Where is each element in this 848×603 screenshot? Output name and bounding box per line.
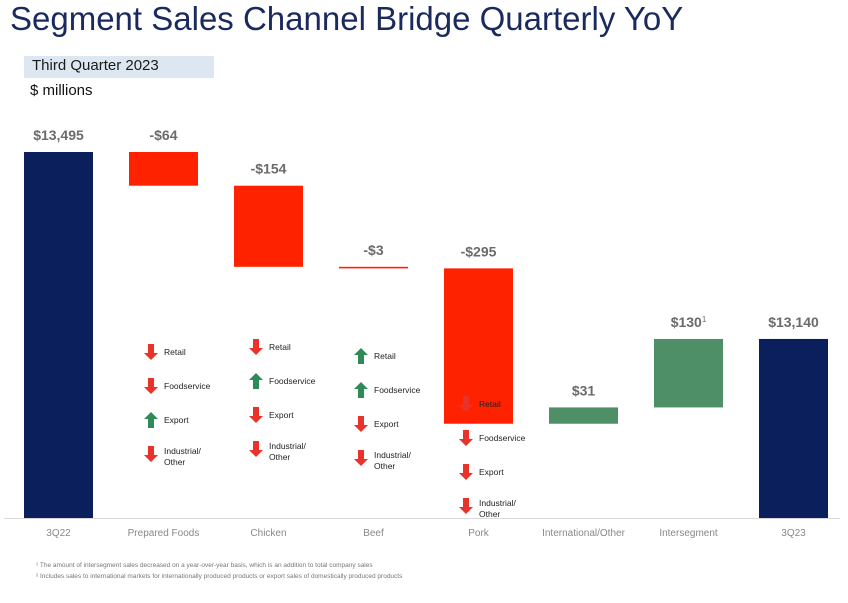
channel-label: Foodservice <box>269 376 316 386</box>
channel-label: Export <box>479 467 504 477</box>
arrow-down-icon <box>249 441 263 457</box>
channel-label: Retail <box>479 399 501 409</box>
channel-label: Industrial/ <box>164 446 201 456</box>
channel-label: Foodservice <box>164 381 211 391</box>
arrow-down-icon <box>249 339 263 355</box>
channel-label: Retail <box>374 351 396 361</box>
value-label-superscript: 1 <box>702 315 707 324</box>
category-label-chicken: Chicken <box>250 528 286 539</box>
channel-beef-foodservice: Foodservice <box>354 382 421 398</box>
arrow-down-icon <box>249 407 263 423</box>
arrow-down-icon <box>354 416 368 432</box>
arrow-down-icon <box>144 344 158 360</box>
channel-beef-retail: Retail <box>354 348 396 364</box>
value-label-pork: -$295 <box>461 243 497 259</box>
channel-label-line2: Other <box>269 452 290 462</box>
value-label-intersegment: $1301 <box>671 314 707 330</box>
channel-prepared-foods-retail: Retail <box>144 344 186 360</box>
category-label-3q22: 3Q22 <box>46 528 71 539</box>
channel-chicken-export: Export <box>249 407 294 423</box>
channel-prepared-foods-export: Export <box>144 412 189 428</box>
bar-prepared-foods <box>129 152 198 186</box>
bar-chicken <box>234 185 303 267</box>
bar-international-other <box>549 407 618 424</box>
channel-label: Industrial/ <box>269 441 306 451</box>
arrow-down-icon <box>144 446 158 462</box>
channel-label: Export <box>269 410 294 420</box>
subtitle-background <box>24 56 214 78</box>
arrow-down-icon <box>459 430 473 446</box>
value-label-3q23: $13,140 <box>768 314 819 330</box>
category-label-prepared-foods: Prepared Foods <box>128 528 200 539</box>
channel-beef-industrial-other: Industrial/Other <box>354 450 411 471</box>
arrow-up-icon <box>249 373 263 389</box>
channel-label: Export <box>374 419 399 429</box>
channel-prepared-foods-foodservice: Foodservice <box>144 378 211 394</box>
bar-3q22 <box>24 152 93 518</box>
channel-label: Foodservice <box>479 433 526 443</box>
category-label-intersegment: Intersegment <box>659 528 718 539</box>
arrow-up-icon <box>354 348 368 364</box>
channel-prepared-foods-industrial-other: Industrial/Other <box>144 446 201 467</box>
value-label-3q22: $13,495 <box>33 127 84 143</box>
channel-chicken-foodservice: Foodservice <box>249 373 316 389</box>
arrow-up-icon <box>144 412 158 428</box>
channel-chicken-retail: Retail <box>249 339 291 355</box>
channel-pork-retail: Retail <box>459 396 501 412</box>
category-label-beef: Beef <box>363 528 384 539</box>
channel-pork-industrial-other: Industrial/Other <box>459 498 516 519</box>
category-label-international-other: International/Other <box>542 528 625 539</box>
footnote-2: ² Includes sales to international market… <box>36 573 403 580</box>
value-label-chicken: -$154 <box>251 161 287 177</box>
arrow-down-icon <box>144 378 158 394</box>
arrow-up-icon <box>354 382 368 398</box>
channel-beef-export: Export <box>354 416 399 432</box>
bar-beef <box>339 266 408 269</box>
channel-label-line2: Other <box>374 461 395 471</box>
bar-pork <box>444 268 513 424</box>
page-title: Segment Sales Channel Bridge Quarterly Y… <box>10 0 684 37</box>
arrow-down-icon <box>459 464 473 480</box>
channel-label: Industrial/ <box>479 498 516 508</box>
value-label-beef: -$3 <box>363 242 383 258</box>
channel-pork-foodservice: Foodservice <box>459 430 526 446</box>
bar-intersegment <box>654 338 723 408</box>
category-label-pork: Pork <box>468 528 490 539</box>
channel-label-line2: Other <box>164 457 185 467</box>
footnote-1: ¹ The amount of intersegment sales decre… <box>36 562 373 569</box>
channel-label: Retail <box>269 342 291 352</box>
bar-3q23 <box>759 338 828 518</box>
channel-label: Export <box>164 415 189 425</box>
value-label-international-other: $31 <box>572 382 596 398</box>
channel-label: Industrial/ <box>374 450 411 460</box>
units-label: $ millions <box>30 82 93 99</box>
channel-pork-export: Export <box>459 464 504 480</box>
arrow-down-icon <box>459 396 473 412</box>
channel-label: Foodservice <box>374 385 421 395</box>
value-label-prepared-foods: -$64 <box>149 127 177 143</box>
channel-chicken-industrial-other: Industrial/Other <box>249 441 306 462</box>
category-label-3q23: 3Q23 <box>781 528 806 539</box>
arrow-down-icon <box>354 450 368 466</box>
channel-label-line2: Other <box>479 509 500 519</box>
chart-subtitle: Third Quarter 2023 <box>32 57 159 74</box>
arrow-down-icon <box>459 498 473 514</box>
channel-label: Retail <box>164 347 186 357</box>
